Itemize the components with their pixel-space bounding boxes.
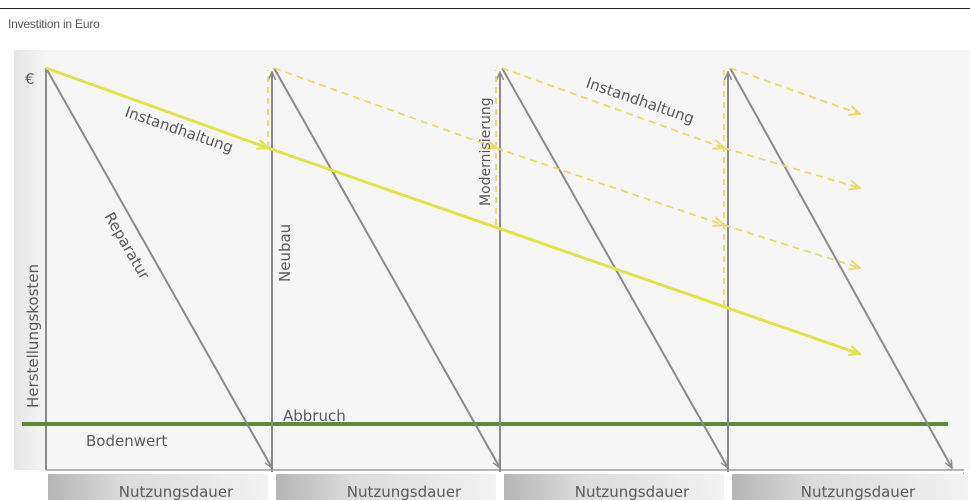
instandhaltung-dashed-arrows xyxy=(273,67,860,268)
instandhaltung-solid-2 xyxy=(267,146,860,354)
period-bars: Nutzungsdauer Nutzungsdauer Nutzungsdaue… xyxy=(48,474,968,500)
investment-cycle-diagram: € Herstellungskosten : Nutzungsdauer Nut… xyxy=(14,50,970,500)
period-bar-1 xyxy=(48,474,268,500)
bodenwert-label: Bodenwert xyxy=(86,432,167,450)
period-bar-3 xyxy=(504,474,724,500)
x-axis-tick-mark: : xyxy=(962,467,965,477)
period-label-3: Nutzungsdauer xyxy=(575,483,690,500)
abbruch-label: Abbruch xyxy=(283,407,346,425)
cycle-verticals xyxy=(272,72,728,472)
figure-caption: Investition in Euro xyxy=(8,17,100,31)
y-axis-band xyxy=(14,50,46,470)
period-label-4: Nutzungsdauer xyxy=(801,483,916,500)
diagram-background xyxy=(14,50,970,470)
dashed-arrow-a xyxy=(273,67,496,148)
period-bar-2 xyxy=(276,474,496,500)
neubau-label: Neubau xyxy=(276,224,294,282)
dashed-arrow-c xyxy=(729,67,860,114)
dashed-arrow-d xyxy=(495,147,724,225)
modernisierung-label: Modernisierung xyxy=(478,97,494,206)
decline-arrow-2 xyxy=(273,67,500,468)
decline-arrow-4 xyxy=(729,67,953,468)
period-label-1: Nutzungsdauer xyxy=(119,483,234,500)
y-axis-label: Herstellungskosten xyxy=(24,264,42,408)
instandhaltung-solid-1 xyxy=(45,66,268,148)
dashed-arrow-b xyxy=(501,67,724,148)
euro-symbol: € xyxy=(25,70,35,88)
reparatur-arrow xyxy=(45,67,272,468)
period-label-2: Nutzungsdauer xyxy=(347,483,462,500)
top-rule xyxy=(0,8,970,9)
period-bar-4 xyxy=(732,474,968,500)
